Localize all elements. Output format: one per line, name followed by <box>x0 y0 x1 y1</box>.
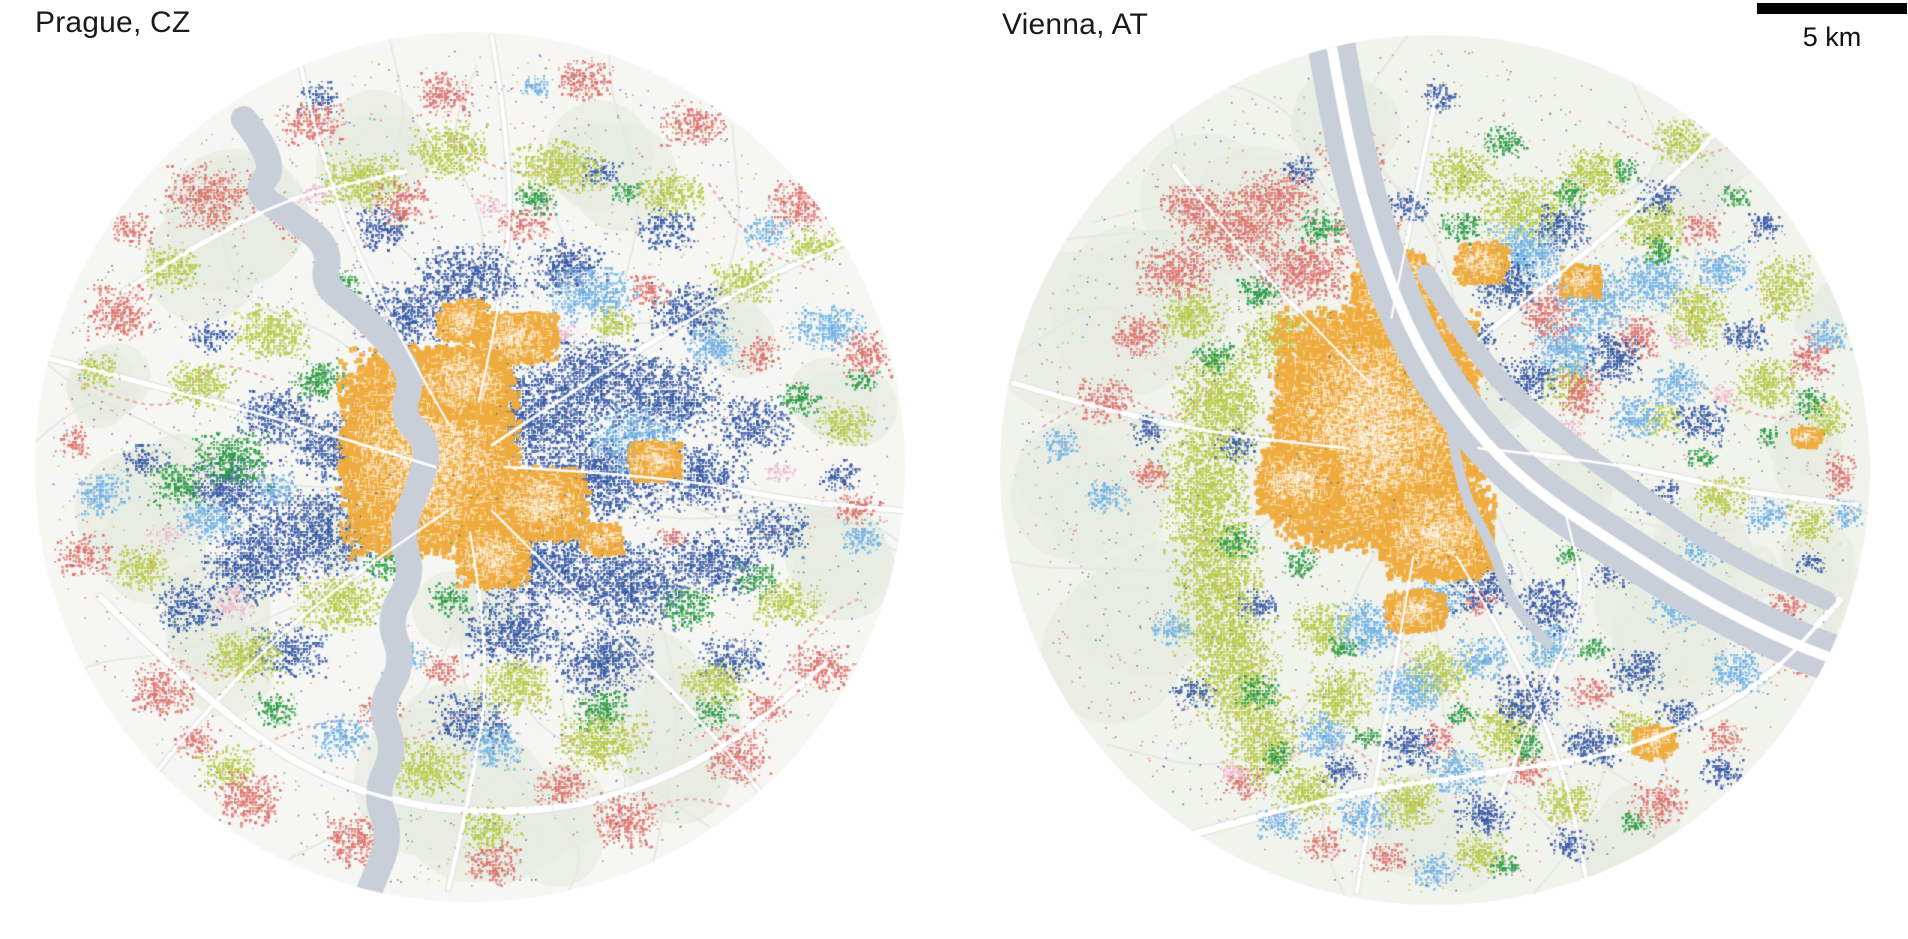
vienna-map-circle <box>995 30 1875 910</box>
prague-map-circle <box>30 27 910 907</box>
scale-bar-line <box>1757 3 1907 14</box>
scale-bar: 5 km <box>1757 3 1907 53</box>
scale-bar-label: 5 km <box>1802 22 1862 52</box>
